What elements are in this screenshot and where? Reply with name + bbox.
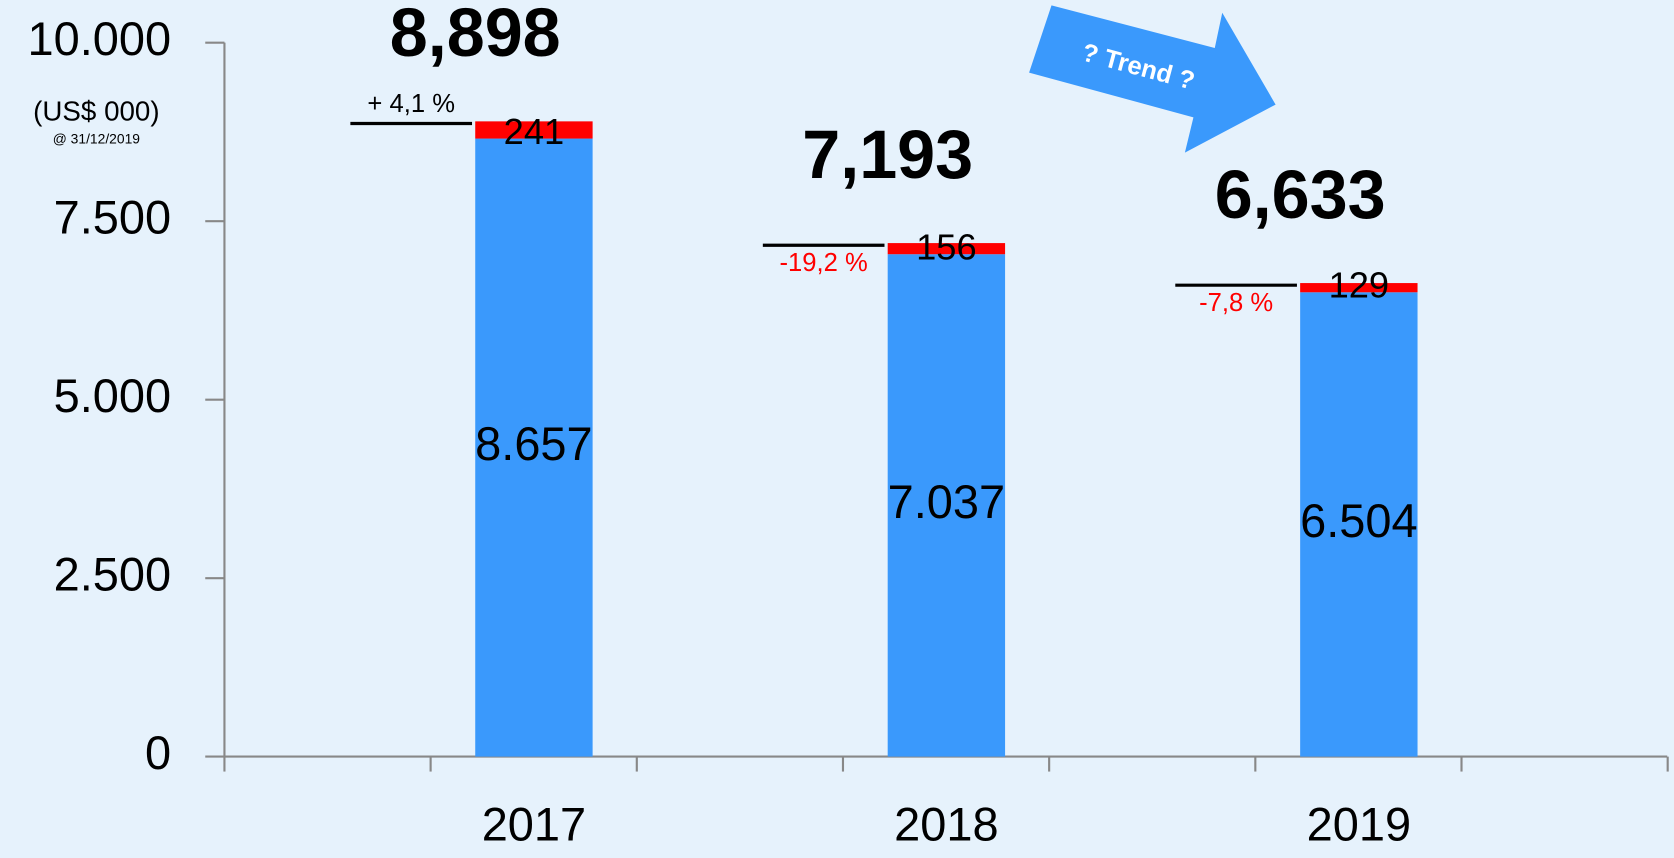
change-label: -19,2 %: [780, 249, 868, 277]
bar-segment: [1300, 283, 1418, 293]
y-tick-label: 10.000: [28, 12, 172, 65]
y-tick-label: 2.500: [54, 548, 171, 601]
bar-segment: [887, 243, 1006, 255]
y-tick-label: 5.000: [54, 369, 171, 422]
x-tick-label: 2019: [1307, 798, 1411, 851]
y-axis-label: (US$ 000): [33, 95, 159, 126]
segment-value-label: 156: [916, 227, 977, 268]
bar-value-label: 7.037: [888, 475, 1005, 528]
y-tick-label: 0: [145, 726, 171, 779]
total-label: 8,898: [390, 0, 561, 71]
change-label: -7,8 %: [1199, 289, 1273, 317]
total-label: 7,193: [802, 117, 973, 193]
segment-value-label: 241: [504, 111, 565, 152]
x-tick-label: 2018: [894, 798, 998, 851]
bar-segment: [1300, 292, 1418, 757]
y-tick-label: 7.500: [54, 191, 171, 244]
segment-value-label: 129: [1329, 265, 1390, 306]
bar-value-label: 8.657: [475, 417, 592, 470]
bar-segment: [475, 121, 593, 139]
bar-segment: [475, 138, 593, 757]
bar-value-label: 6.504: [1300, 494, 1417, 547]
x-tick-label: 2017: [482, 798, 586, 851]
note: @ 31/12/2019: [53, 130, 141, 146]
change-label: + 4,1 %: [367, 90, 455, 118]
total-label: 6,633: [1215, 157, 1386, 233]
bar-segment: [887, 254, 1006, 757]
trend-arrow: [1029, 5, 1276, 153]
